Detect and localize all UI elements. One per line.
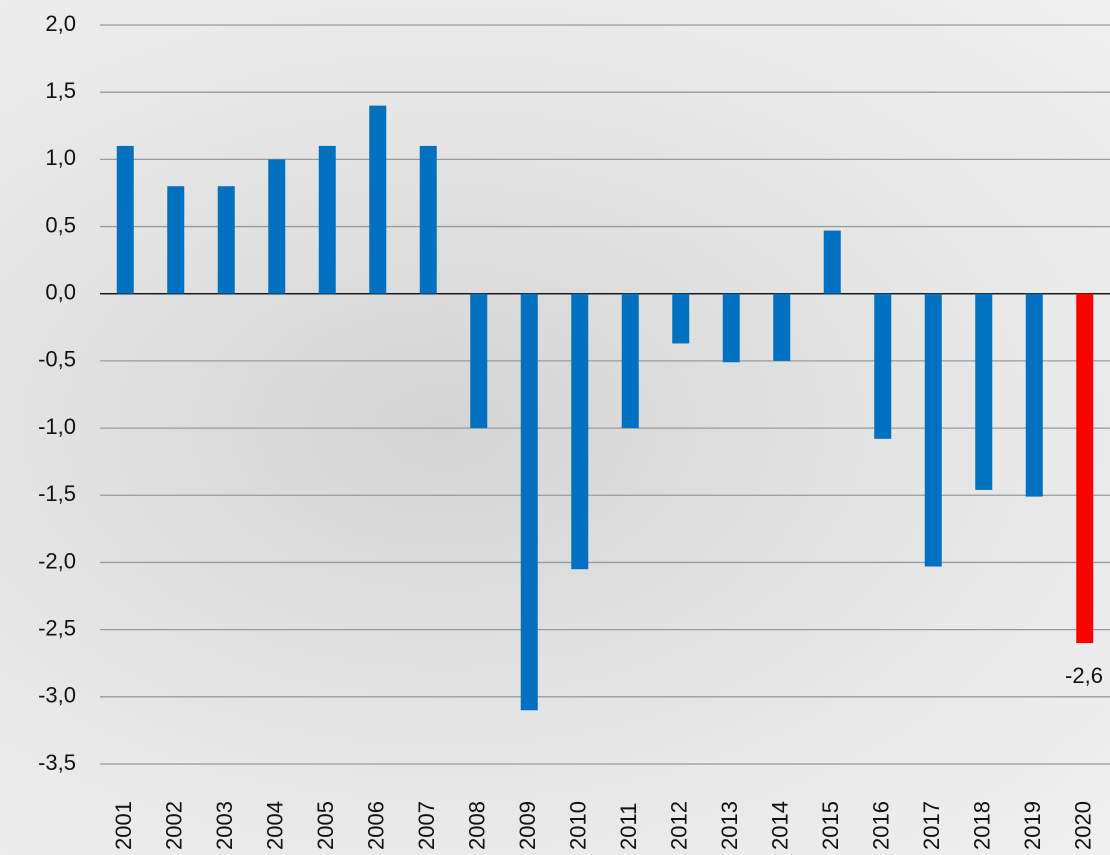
- x-tick-label: 2001: [111, 801, 136, 850]
- bar: [319, 146, 336, 294]
- x-tick-label: 2014: [768, 801, 793, 850]
- bar: [521, 294, 538, 711]
- x-tick-label: 2012: [667, 801, 692, 850]
- y-tick-label: 2,0: [45, 11, 76, 36]
- bar: [218, 186, 235, 293]
- y-tick-label: -0,5: [38, 347, 76, 372]
- bar: [571, 294, 588, 569]
- bar: [268, 159, 285, 293]
- y-tick-label: -1,5: [38, 481, 76, 506]
- bar: [874, 294, 891, 439]
- bar: [622, 294, 639, 428]
- x-tick-label: 2007: [414, 801, 439, 850]
- y-tick-label: 1,5: [45, 78, 76, 103]
- x-tick-label: 2011: [616, 803, 641, 850]
- x-tick-label: 2020: [1071, 801, 1096, 850]
- y-tick-label: -3,5: [38, 750, 76, 775]
- x-tick-label: 2008: [465, 801, 490, 850]
- x-tick-label: 2015: [818, 801, 843, 850]
- bar: [470, 294, 487, 428]
- chart: 2,0 1,5 1,0 0,5 0,0 -0,5 -1,0 -1,5 -2,0 -2,5 -3,0 -…: [0, 0, 1110, 855]
- x-tick-label: 2013: [717, 801, 742, 850]
- x-tick-label: 2006: [364, 801, 389, 850]
- x-tick-label: 2004: [263, 801, 288, 850]
- x-tick-label: 2019: [1020, 801, 1045, 850]
- x-tick-label: 2010: [566, 801, 591, 850]
- bar: [1026, 294, 1043, 497]
- x-tick-label: 2009: [515, 801, 540, 850]
- y-tick-label: -2,0: [38, 548, 76, 573]
- bar: [420, 146, 437, 294]
- y-tick-label: 0,5: [45, 212, 76, 237]
- data-label: -2,6: [1065, 663, 1103, 688]
- y-tick-label: -1,0: [38, 414, 76, 439]
- bar: [773, 294, 790, 361]
- y-tick-label: 1,0: [45, 145, 76, 170]
- bar: [925, 294, 942, 567]
- y-tick-label: -3,0: [38, 683, 76, 708]
- bar: [723, 294, 740, 363]
- bar: [1076, 294, 1093, 643]
- y-tick-label: -2,5: [38, 615, 76, 640]
- x-tick-label: 2003: [212, 801, 237, 850]
- y-tick-label: 0,0: [45, 280, 76, 305]
- bar: [117, 146, 134, 294]
- bar: [672, 294, 689, 344]
- x-tick-label: 2016: [869, 801, 894, 850]
- x-tick-label: 2018: [970, 801, 995, 850]
- bar: [975, 294, 992, 490]
- bar: [369, 106, 386, 294]
- x-tick-label: 2017: [919, 801, 944, 850]
- bar: [824, 231, 841, 294]
- bar: [167, 186, 184, 293]
- x-tick-label: 2002: [162, 801, 187, 850]
- x-tick-label: 2005: [313, 801, 338, 850]
